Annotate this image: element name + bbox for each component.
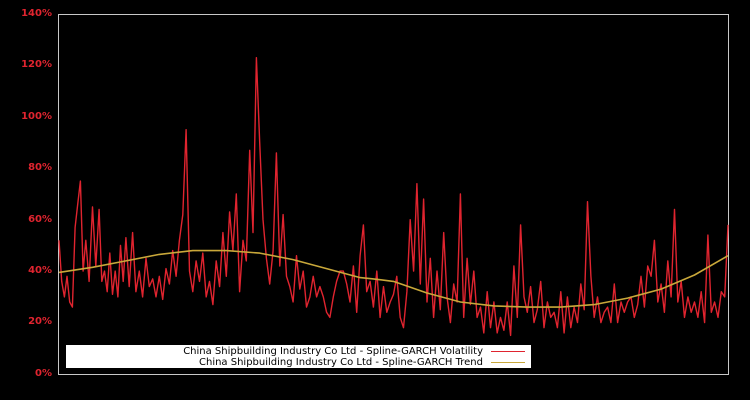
y-tick-label-20: 20%	[28, 316, 52, 327]
y-tick-label-100: 100%	[21, 111, 52, 122]
y-tick-label-40: 40%	[28, 265, 52, 276]
legend-label-trend: China Shipbuilding Industry Co Ltd - Spl…	[199, 357, 483, 368]
y-tick-label-140: 140%	[21, 8, 52, 19]
y-tick-label-0: 0%	[35, 368, 52, 379]
chart-legend: China Shipbuilding Industry Co Ltd - Spl…	[66, 345, 531, 368]
legend-item-volatility: China Shipbuilding Industry Co Ltd - Spl…	[183, 346, 525, 357]
plot-frame	[58, 14, 729, 375]
legend-swatch-trend	[491, 362, 525, 363]
legend-label-volatility: China Shipbuilding Industry Co Ltd - Spl…	[183, 346, 483, 357]
trend-line	[58, 249, 729, 308]
y-tick-label-80: 80%	[28, 162, 52, 173]
legend-swatch-volatility	[491, 351, 525, 352]
y-tick-label-60: 60%	[28, 214, 52, 225]
y-tick-label-120: 120%	[21, 59, 52, 70]
legend-item-trend: China Shipbuilding Industry Co Ltd - Spl…	[199, 357, 525, 368]
volatility-line	[58, 57, 729, 337]
